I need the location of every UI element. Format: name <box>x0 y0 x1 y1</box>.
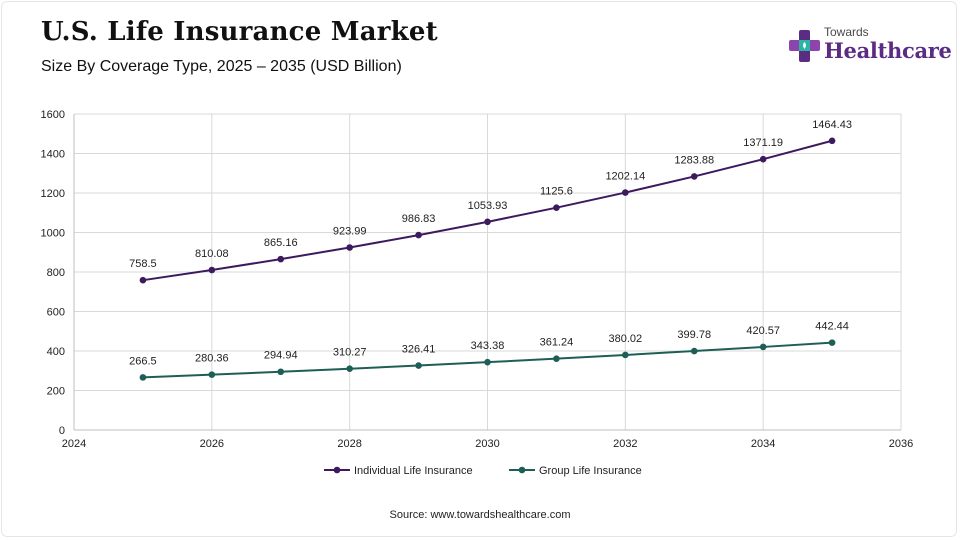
data-point-0-3 <box>346 244 353 251</box>
chart-title: U.S. Life Insurance Market <box>41 17 438 47</box>
y-tick-label-6: 1200 <box>41 188 65 200</box>
data-point-0-5 <box>484 218 491 226</box>
data-point-1-6 <box>553 355 560 362</box>
data-point-1-0 <box>139 374 147 381</box>
data-label-1-3: 310.27 <box>333 347 367 359</box>
data-point-0-4 <box>415 231 422 239</box>
data-point-1-7 <box>622 351 629 359</box>
x-tick-label-6: 2036 <box>889 438 913 450</box>
legend-marker-0 <box>333 466 341 474</box>
x-tick-label-4: 2032 <box>613 438 637 450</box>
y-tick-label-3: 600 <box>47 307 65 319</box>
data-point-0-1 <box>208 266 216 274</box>
data-label-1-10: 442.44 <box>815 321 849 333</box>
y-tick-label-4: 800 <box>47 267 65 279</box>
data-point-1-3 <box>346 365 353 373</box>
data-label-0-3: 923.99 <box>333 226 367 238</box>
y-tick-label-0: 0 <box>59 425 65 437</box>
data-point-0-0 <box>139 276 147 284</box>
data-point-1-2 <box>277 368 285 376</box>
data-point-1-4 <box>415 362 422 369</box>
data-label-0-1: 810.08 <box>195 248 229 260</box>
data-point-1-5 <box>484 358 491 366</box>
data-label-1-5: 343.38 <box>471 340 505 352</box>
x-tick-label-2: 2028 <box>337 438 361 450</box>
y-tick-label-1: 200 <box>47 386 65 398</box>
data-label-0-8: 1283.88 <box>674 154 714 166</box>
x-tick-label-3: 2030 <box>475 438 499 450</box>
logo-top-text: Towards <box>824 25 869 39</box>
data-label-1-2: 294.94 <box>264 350 298 362</box>
data-point-1-9 <box>759 343 767 351</box>
data-label-1-1: 280.36 <box>195 353 229 365</box>
data-point-1-1 <box>208 371 216 378</box>
chart-subtitle: Size By Coverage Type, 2025 – 2035 (USD … <box>41 58 402 75</box>
data-label-0-9: 1371.19 <box>743 137 783 149</box>
y-tick-label-5: 1000 <box>41 228 65 240</box>
medical-cross-icon <box>789 30 820 62</box>
data-point-0-2 <box>277 255 285 263</box>
data-label-1-6: 361.24 <box>540 337 574 349</box>
data-point-0-7 <box>622 189 629 196</box>
legend-label-1: Group Life Insurance <box>539 465 642 477</box>
x-tick-label-1: 2026 <box>200 438 224 450</box>
data-point-0-6 <box>553 204 560 211</box>
data-label-1-0: 266.5 <box>129 355 157 367</box>
data-label-1-4: 326.41 <box>402 344 436 356</box>
data-label-0-5: 1053.93 <box>468 200 508 212</box>
y-tick-label-8: 1600 <box>41 109 65 121</box>
legend-label-0: Individual Life Insurance <box>354 465 473 477</box>
x-tick-label-0: 2024 <box>62 438 86 450</box>
data-label-1-8: 399.78 <box>677 329 711 341</box>
brand-logo: Towards Healthcare <box>788 24 952 68</box>
legend-marker-1 <box>518 466 526 474</box>
data-label-1-9: 420.57 <box>746 325 780 337</box>
data-point-0-9 <box>759 155 767 163</box>
y-tick-label-2: 400 <box>47 346 65 358</box>
source-note: Source: www.towardshealthcare.com <box>389 509 571 521</box>
data-label-0-0: 758.5 <box>129 258 157 270</box>
data-label-0-2: 865.16 <box>264 237 298 249</box>
data-point-1-8 <box>690 347 698 355</box>
data-label-0-7: 1202.14 <box>605 171 645 183</box>
data-label-0-10: 1464.43 <box>812 119 852 131</box>
logo-main-text: Healthcare <box>824 38 952 63</box>
data-point-0-10 <box>828 137 836 145</box>
data-label-0-4: 986.83 <box>402 213 436 225</box>
data-point-1-10 <box>828 339 836 346</box>
x-tick-label-5: 2034 <box>751 438 775 450</box>
data-label-1-7: 380.02 <box>609 333 643 345</box>
data-point-0-8 <box>690 173 698 180</box>
y-tick-label-7: 1400 <box>41 149 65 161</box>
data-label-0-6: 1125.6 <box>540 186 573 198</box>
